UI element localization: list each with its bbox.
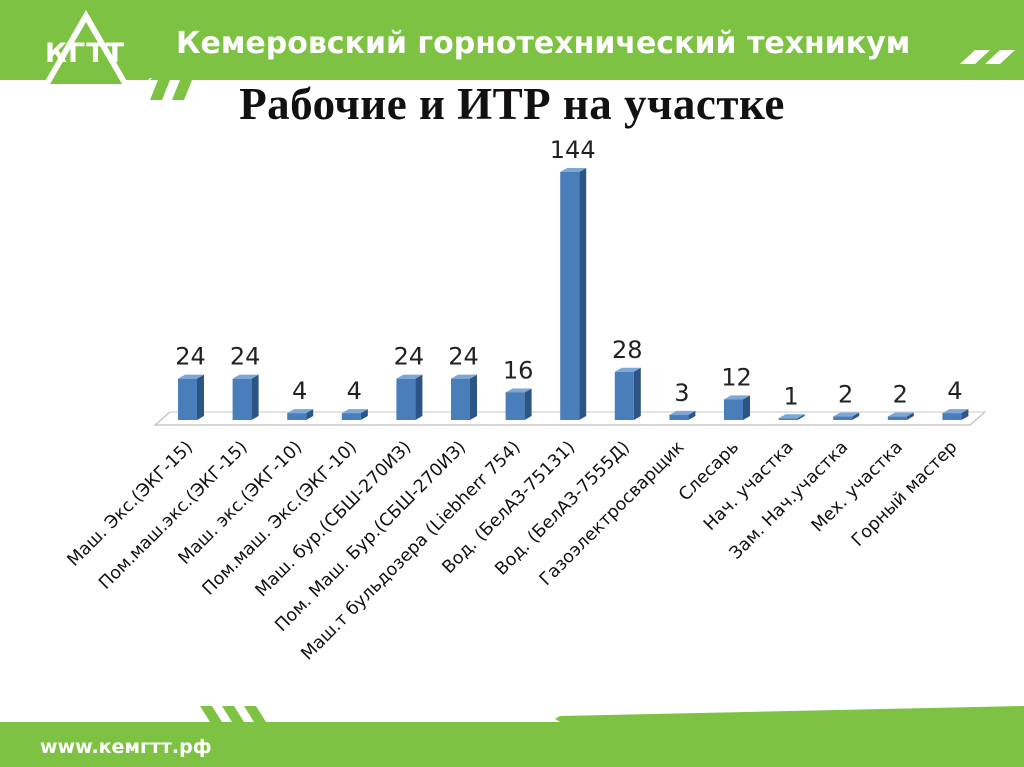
bar-top [614, 367, 641, 372]
bar-side [579, 168, 587, 420]
bar-top [833, 412, 860, 417]
bar-top [505, 388, 532, 393]
bar-top [724, 395, 750, 400]
bar-side [251, 374, 259, 420]
data-label: 24 [175, 343, 206, 371]
data-label: 4 [292, 377, 307, 405]
bar-top [341, 409, 368, 414]
data-label: 4 [347, 377, 362, 405]
data-label: 24 [448, 343, 479, 371]
bar-side [961, 409, 969, 420]
bar-top [178, 374, 204, 379]
bar-side [415, 374, 423, 420]
bar-top [560, 168, 587, 172]
bar-top [396, 374, 423, 379]
bar-side [688, 410, 696, 420]
data-label: 2 [838, 381, 853, 409]
footer-url: www.кемгтт.рф [40, 736, 212, 758]
data-label: 144 [550, 136, 596, 164]
data-label: 16 [503, 356, 534, 384]
bar-top [942, 409, 969, 414]
logo-text: КГТТ [44, 38, 126, 69]
category-label: Горный мастер [848, 437, 961, 550]
bar-side [360, 409, 368, 420]
bar [669, 414, 689, 420]
bar [614, 371, 634, 420]
bar-top [887, 412, 914, 417]
bar [232, 378, 252, 420]
bar-side [633, 367, 641, 420]
bar-side [306, 409, 314, 420]
bar-side [797, 414, 805, 420]
bar-side [524, 388, 532, 420]
bar [942, 413, 962, 420]
bar [887, 416, 907, 420]
bar [451, 378, 470, 420]
bar [724, 399, 743, 420]
data-label: 2 [893, 381, 908, 409]
bar-top [232, 374, 259, 379]
header-banner [0, 0, 1024, 100]
bar-top [778, 414, 805, 419]
data-label: 4 [947, 377, 962, 405]
data-label: 28 [612, 336, 643, 364]
slide-title: Рабочие и ИТР на участке [239, 79, 785, 129]
header-title: Кемеровский горнотехнический техникум [176, 26, 911, 61]
data-label: 24 [230, 343, 261, 371]
bar [178, 378, 197, 420]
bar-side [906, 412, 914, 420]
bar-top [669, 410, 696, 415]
bar [560, 172, 580, 420]
bar-side [743, 395, 750, 420]
footer-banner [0, 706, 1024, 767]
bar-top [287, 409, 314, 414]
bar [505, 392, 525, 420]
bar-top [451, 374, 477, 379]
bar [287, 413, 307, 420]
bar [396, 378, 416, 420]
data-label: 12 [721, 363, 752, 391]
bar [833, 416, 853, 420]
bar-side [197, 374, 204, 420]
bar-side [852, 412, 860, 420]
bar [341, 413, 361, 420]
bar [778, 418, 798, 420]
data-label: 24 [394, 343, 425, 371]
data-label: 1 [783, 382, 798, 410]
bar-side [470, 374, 477, 420]
data-label: 3 [674, 379, 689, 407]
